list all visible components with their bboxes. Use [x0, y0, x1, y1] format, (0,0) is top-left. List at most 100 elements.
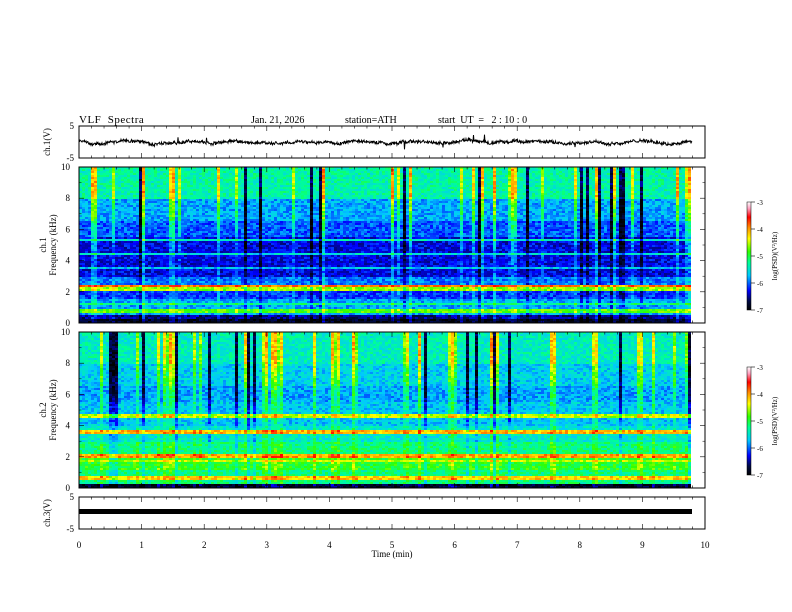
spectrogram-cell [208, 231, 211, 233]
spectrogram-cell [187, 209, 190, 211]
spectrogram-cell [85, 181, 88, 183]
spectrogram-cell [253, 177, 256, 179]
spectrogram-cell [154, 195, 157, 197]
spectrogram-cell [79, 303, 82, 305]
spectrogram-cell [199, 173, 202, 175]
spectrogram-cell [244, 175, 247, 177]
spectrogram-cell [175, 209, 178, 211]
spectrogram-cell [154, 201, 157, 203]
spectrogram-cell [184, 223, 187, 225]
spectrogram-cell [172, 313, 175, 315]
spectrogram-cell [229, 167, 232, 169]
spectrogram-cell [127, 243, 130, 245]
spectrogram-cell [79, 209, 82, 211]
spectrogram-cell [256, 287, 259, 289]
spectrogram-cell [175, 213, 178, 215]
spectrogram-cell [82, 181, 85, 183]
spectrogram-cell [97, 321, 100, 323]
spectrogram-cell [217, 189, 220, 191]
spectrogram-cell [79, 201, 82, 203]
spectrogram-cell [223, 177, 226, 179]
spectrogram-cell [181, 183, 184, 185]
spectrogram-cell [91, 271, 94, 273]
spectrogram-cell [187, 235, 190, 237]
spectrogram-cell [190, 217, 193, 219]
spectrogram-cell [244, 195, 247, 197]
spectrogram-cell [175, 263, 178, 265]
spectrogram-cell [226, 261, 229, 263]
spectrogram-cell [247, 177, 250, 179]
spectrogram-cell [124, 231, 127, 233]
spectrogram-cell [229, 225, 232, 227]
spectrogram-cell [238, 197, 241, 199]
spectrogram-cell [241, 273, 244, 275]
spectrogram-cell [118, 267, 121, 269]
spectrogram-cell [127, 187, 130, 189]
spectrogram-cell [133, 313, 136, 315]
spectrogram-cell [136, 275, 139, 277]
spectrogram-cell [235, 295, 238, 297]
spectrogram-cell [223, 237, 226, 239]
spectrogram-cell [220, 171, 223, 173]
spectrogram-cell [79, 263, 82, 265]
spectrogram-cell [148, 197, 151, 199]
spectrogram-cell [211, 239, 214, 241]
spectrogram-cell [247, 289, 250, 291]
spectrogram-cell [139, 287, 142, 289]
spectrogram-cell [226, 319, 229, 321]
spectrogram-cell [133, 173, 136, 175]
spectrogram-cell [190, 211, 193, 213]
spectrogram-cell [124, 291, 127, 293]
spectrogram-cell [214, 209, 217, 211]
spectrogram-cell [199, 269, 202, 271]
spectrogram-cell [190, 197, 193, 199]
spectrogram-cell [223, 183, 226, 185]
spectrogram-cell [217, 173, 220, 175]
spectrogram-cell [157, 233, 160, 235]
spectrogram-cell [187, 223, 190, 225]
spectrogram-cell [226, 229, 229, 231]
spectrogram-cell [112, 217, 115, 219]
spectrogram-cell [112, 239, 115, 241]
spectrogram-cell [133, 247, 136, 249]
spectrogram-cell [118, 317, 121, 319]
spectrogram-cell [220, 169, 223, 171]
spectrogram-cell [187, 319, 190, 321]
spectrogram-cell [187, 281, 190, 283]
spectrogram-cell [235, 297, 238, 299]
spectrogram-cell [154, 311, 157, 313]
spectrogram-cell [175, 177, 178, 179]
spectrogram-cell [184, 279, 187, 281]
spectrogram-cell [220, 317, 223, 319]
spectrogram-cell [199, 259, 202, 261]
spectrogram-cell [184, 205, 187, 207]
spectrogram-cell [124, 209, 127, 211]
spectrogram-cell [184, 215, 187, 217]
spectrogram-cell [109, 279, 112, 281]
spectrogram-cell [112, 197, 115, 199]
spectrogram-cell [127, 233, 130, 235]
spectrogram-cell [133, 171, 136, 173]
spectrogram-cell [181, 303, 184, 305]
spectrogram-cell [211, 197, 214, 199]
spectrogram-cell [265, 215, 268, 217]
spectrogram-cell [211, 223, 214, 225]
spectrogram-cell [142, 169, 145, 171]
spectrogram-cell [154, 221, 157, 223]
spectrogram-cell [151, 185, 154, 187]
spectrogram-cell [265, 185, 268, 187]
spectrogram-cell [91, 223, 94, 225]
spectrogram-cell [253, 293, 256, 295]
spectrogram-cell [97, 177, 100, 179]
spectrogram-cell [232, 281, 235, 283]
spectrogram-cell [88, 209, 91, 211]
spectrogram-cell [166, 303, 169, 305]
spectrogram-cell [133, 285, 136, 287]
spectrogram-cell [220, 259, 223, 261]
spectrogram-cell [229, 215, 232, 217]
spectrogram-cell [196, 287, 199, 289]
spectrogram-cell [139, 267, 142, 269]
spectrogram-cell [196, 237, 199, 239]
spectrogram-cell [214, 299, 217, 301]
spectrogram-cell [259, 223, 262, 225]
